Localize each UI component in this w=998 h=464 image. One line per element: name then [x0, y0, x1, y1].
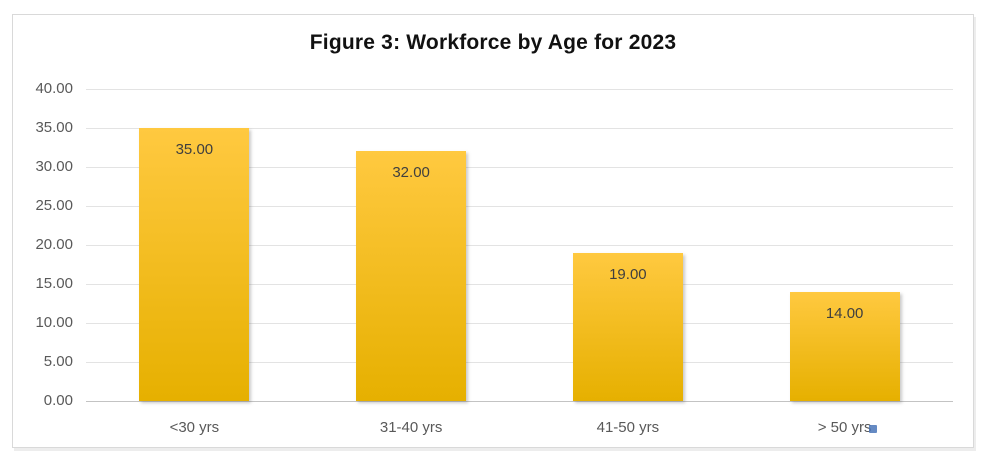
bar-value-label: 19.00 [609, 265, 647, 283]
x-axis-line [86, 400, 953, 402]
bar-value-label: 35.00 [175, 141, 214, 158]
gridline [86, 127, 953, 129]
bar: 19.00 [572, 252, 683, 401]
y-axis-tick-label: 0.00 [43, 392, 73, 409]
bar: 14.00 [789, 291, 900, 401]
plot-area: 0.00 5.00 10.00 15.00 20.00 25.00 30.00 35.00 40… [35, 81, 953, 436]
x-axis-category-label: > 50 yrs [817, 419, 872, 436]
y-axis-tick-label: 30.00 [35, 158, 73, 175]
gridline [86, 283, 953, 285]
y-axis-tick-label: 35.00 [35, 119, 73, 136]
bar: 32.00 [356, 151, 467, 401]
y-axis-tick-label: 40.00 [35, 80, 73, 97]
y-axis-tick-label: 25.00 [35, 197, 73, 214]
bar-value-label: 32.00 [392, 164, 430, 182]
gridline [86, 244, 953, 246]
y-axis-tick-label: 5.00 [43, 353, 73, 370]
gridline [86, 205, 953, 207]
chart-title: Figure 3: Workforce by Age for 2023 [309, 31, 677, 54]
y-axis-tick-label: 15.00 [35, 275, 73, 292]
x-axis-category-label: 41-50 yrs [596, 419, 660, 436]
y-axis-tick-label: 10.00 [35, 314, 73, 331]
gridline [86, 166, 953, 168]
gridline [86, 322, 953, 324]
chart-frame: Figure 3: Workforce by Age for 2023 0.00… [12, 14, 974, 448]
bar-value-label: 14.00 [825, 304, 864, 322]
blue-mark-artifact [869, 425, 877, 433]
gridline [86, 88, 953, 90]
x-axis-category-label: 31-40 yrs [379, 419, 443, 436]
gridline [86, 361, 953, 363]
x-axis-category-label: <30 yrs [169, 419, 220, 436]
y-axis-tick-label: 20.00 [35, 236, 73, 253]
bar: 35.00 [139, 128, 250, 401]
